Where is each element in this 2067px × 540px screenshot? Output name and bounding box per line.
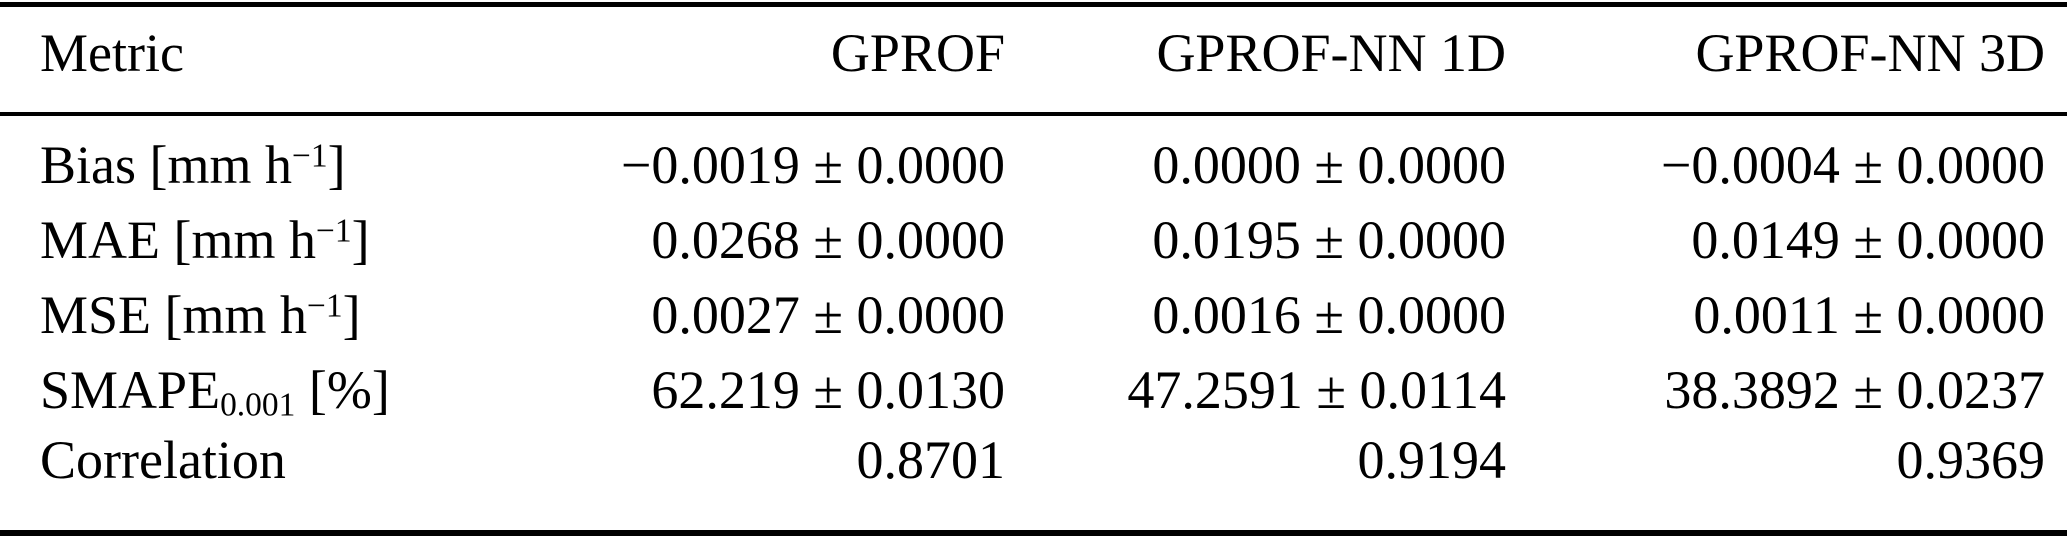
table-mid-rule (0, 112, 2067, 116)
value-mse-nn3d: 0.0011 ± 0.0000 (1693, 284, 2045, 345)
metric-label-mae: MAE [mm h−1] (40, 209, 540, 271)
metric-label-mse: MSE [mm h−1] (40, 284, 540, 346)
metric-text: MAE [mm h (40, 209, 316, 270)
value-bias-gprof: −0.0019 ± 0.0000 (620, 134, 1005, 195)
metric-subscript: 0.001 (220, 385, 296, 423)
unit-exponent: −1 (307, 286, 343, 324)
value-correlation-gprof: 0.8701 (856, 430, 1006, 490)
unit-exponent: −1 (292, 136, 328, 174)
table-row-mae: MAE [mm h−1] 0.0268 ± 0.0000 0.0195 ± 0.… (0, 202, 2067, 277)
metric-text: MSE [mm h (40, 284, 308, 345)
unit-exponent: −1 (316, 211, 352, 249)
metric-text: Correlation (40, 430, 286, 490)
header-gprof-nn-3d: GPROF-NN 3D (1695, 23, 2045, 83)
value-mae-nn3d: 0.0149 ± 0.0000 (1691, 209, 2045, 270)
value-correlation-nn3d: 0.9369 (1896, 430, 2046, 490)
table-bottom-rule (0, 530, 2067, 536)
metric-label-correlation: Correlation (40, 429, 540, 491)
metric-text: Bias [mm h (40, 134, 292, 195)
metric-text-tail: ] (351, 209, 370, 270)
table-top-rule (0, 2, 2067, 7)
table-row-bias: Bias [mm h−1] −0.0019 ± 0.0000 0.0000 ± … (0, 127, 2067, 202)
value-mae-gprof: 0.0268 ± 0.0000 (651, 209, 1005, 270)
value-mse-nn1d: 0.0016 ± 0.0000 (1152, 284, 1506, 345)
value-smape-nn3d: 38.3892 ± 0.0237 (1664, 359, 2045, 420)
table-body: Bias [mm h−1] −0.0019 ± 0.0000 0.0000 ± … (0, 117, 2067, 529)
header-metric: Metric (40, 23, 184, 83)
metric-label-bias: Bias [mm h−1] (40, 134, 540, 196)
metric-text-tail: [%] (295, 359, 390, 420)
metric-label-smape: SMAPE0.001 [%] (40, 359, 540, 423)
value-smape-nn1d: 47.2591 ± 0.0114 (1127, 359, 1506, 420)
table-row-correlation: Correlation 0.8701 0.9194 0.9369 (0, 427, 2067, 493)
table-header-row: Metric GPROF GPROF-NN 1D GPROF-NN 3D (0, 0, 2067, 106)
table-row-smape: SMAPE0.001 [%] 62.219 ± 0.0130 47.2591 ±… (0, 352, 2067, 427)
value-bias-nn1d: 0.0000 ± 0.0000 (1152, 134, 1506, 195)
value-smape-gprof: 62.219 ± 0.0130 (651, 359, 1005, 420)
header-gprof: GPROF (830, 23, 1005, 83)
table-row-mse: MSE [mm h−1] 0.0027 ± 0.0000 0.0016 ± 0.… (0, 277, 2067, 352)
metric-text-tail: ] (327, 134, 346, 195)
value-mae-nn1d: 0.0195 ± 0.0000 (1152, 209, 1506, 270)
value-correlation-nn1d: 0.9194 (1357, 430, 1507, 490)
value-mse-gprof: 0.0027 ± 0.0000 (651, 284, 1005, 345)
metric-text-tail: ] (342, 284, 361, 345)
metric-text: SMAPE (40, 359, 221, 420)
value-bias-nn3d: −0.0004 ± 0.0000 (1660, 134, 2045, 195)
header-gprof-nn-1d: GPROF-NN 1D (1156, 23, 1506, 83)
